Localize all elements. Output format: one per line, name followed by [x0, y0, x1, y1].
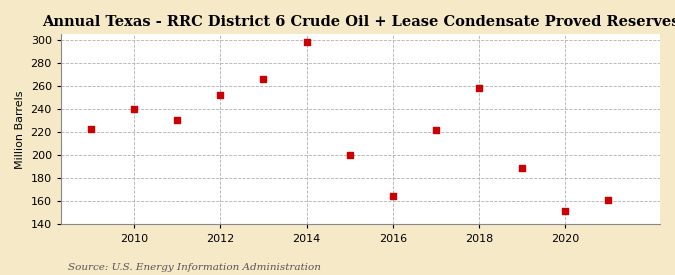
Point	[560, 208, 570, 213]
Point	[301, 40, 312, 45]
Point	[215, 93, 225, 98]
Point	[258, 77, 269, 81]
Point	[603, 198, 614, 202]
Title: Annual Texas - RRC District 6 Crude Oil + Lease Condensate Proved Reserves: Annual Texas - RRC District 6 Crude Oil …	[42, 15, 675, 29]
Point	[129, 107, 140, 111]
Point	[474, 86, 485, 91]
Text: Source: U.S. Energy Information Administration: Source: U.S. Energy Information Administ…	[68, 263, 321, 272]
Point	[344, 153, 355, 158]
Point	[387, 194, 398, 198]
Point	[431, 128, 441, 132]
Point	[86, 126, 97, 131]
Y-axis label: Million Barrels: Million Barrels	[15, 90, 25, 169]
Point	[172, 117, 183, 122]
Point	[516, 166, 527, 170]
